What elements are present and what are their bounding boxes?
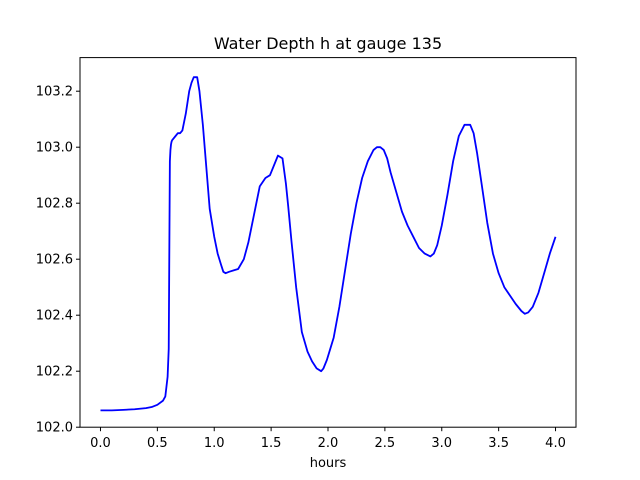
y-tick-label: 102.4	[36, 309, 73, 324]
x-axis-ticks: 0.0 0.5 1.0 1.5 2.0 2.5 3.0 3.5 4.0	[90, 427, 566, 451]
x-axis-label: hours	[310, 456, 347, 471]
x-tick-label: 2.5	[375, 436, 396, 451]
series-line-water-depth	[100, 76, 557, 412]
x-tick-label: 1.5	[261, 436, 282, 451]
y-tick-label: 102.6	[36, 253, 73, 268]
x-tick-label: 4.0	[545, 436, 566, 451]
x-tick-label: 3.5	[488, 436, 509, 451]
x-tick-label: 2.0	[318, 436, 339, 451]
x-tick-label: 1.0	[204, 436, 225, 451]
y-tick-label: 103.0	[36, 141, 73, 156]
x-tick-label: 0.0	[90, 436, 111, 451]
y-tick-label: 102.0	[36, 421, 73, 436]
plot-area	[100, 76, 557, 412]
y-tick-label: 102.8	[36, 197, 73, 212]
x-tick-label: 0.5	[147, 436, 168, 451]
y-axis-ticks: 102.0 102.2 102.4 102.6 102.8 103.0 103.2	[36, 85, 80, 436]
y-tick-label: 103.2	[36, 85, 73, 100]
y-tick-label: 102.2	[36, 365, 73, 380]
x-tick-label: 3.0	[431, 436, 452, 451]
chart-title: Water Depth h at gauge 135	[214, 34, 442, 53]
